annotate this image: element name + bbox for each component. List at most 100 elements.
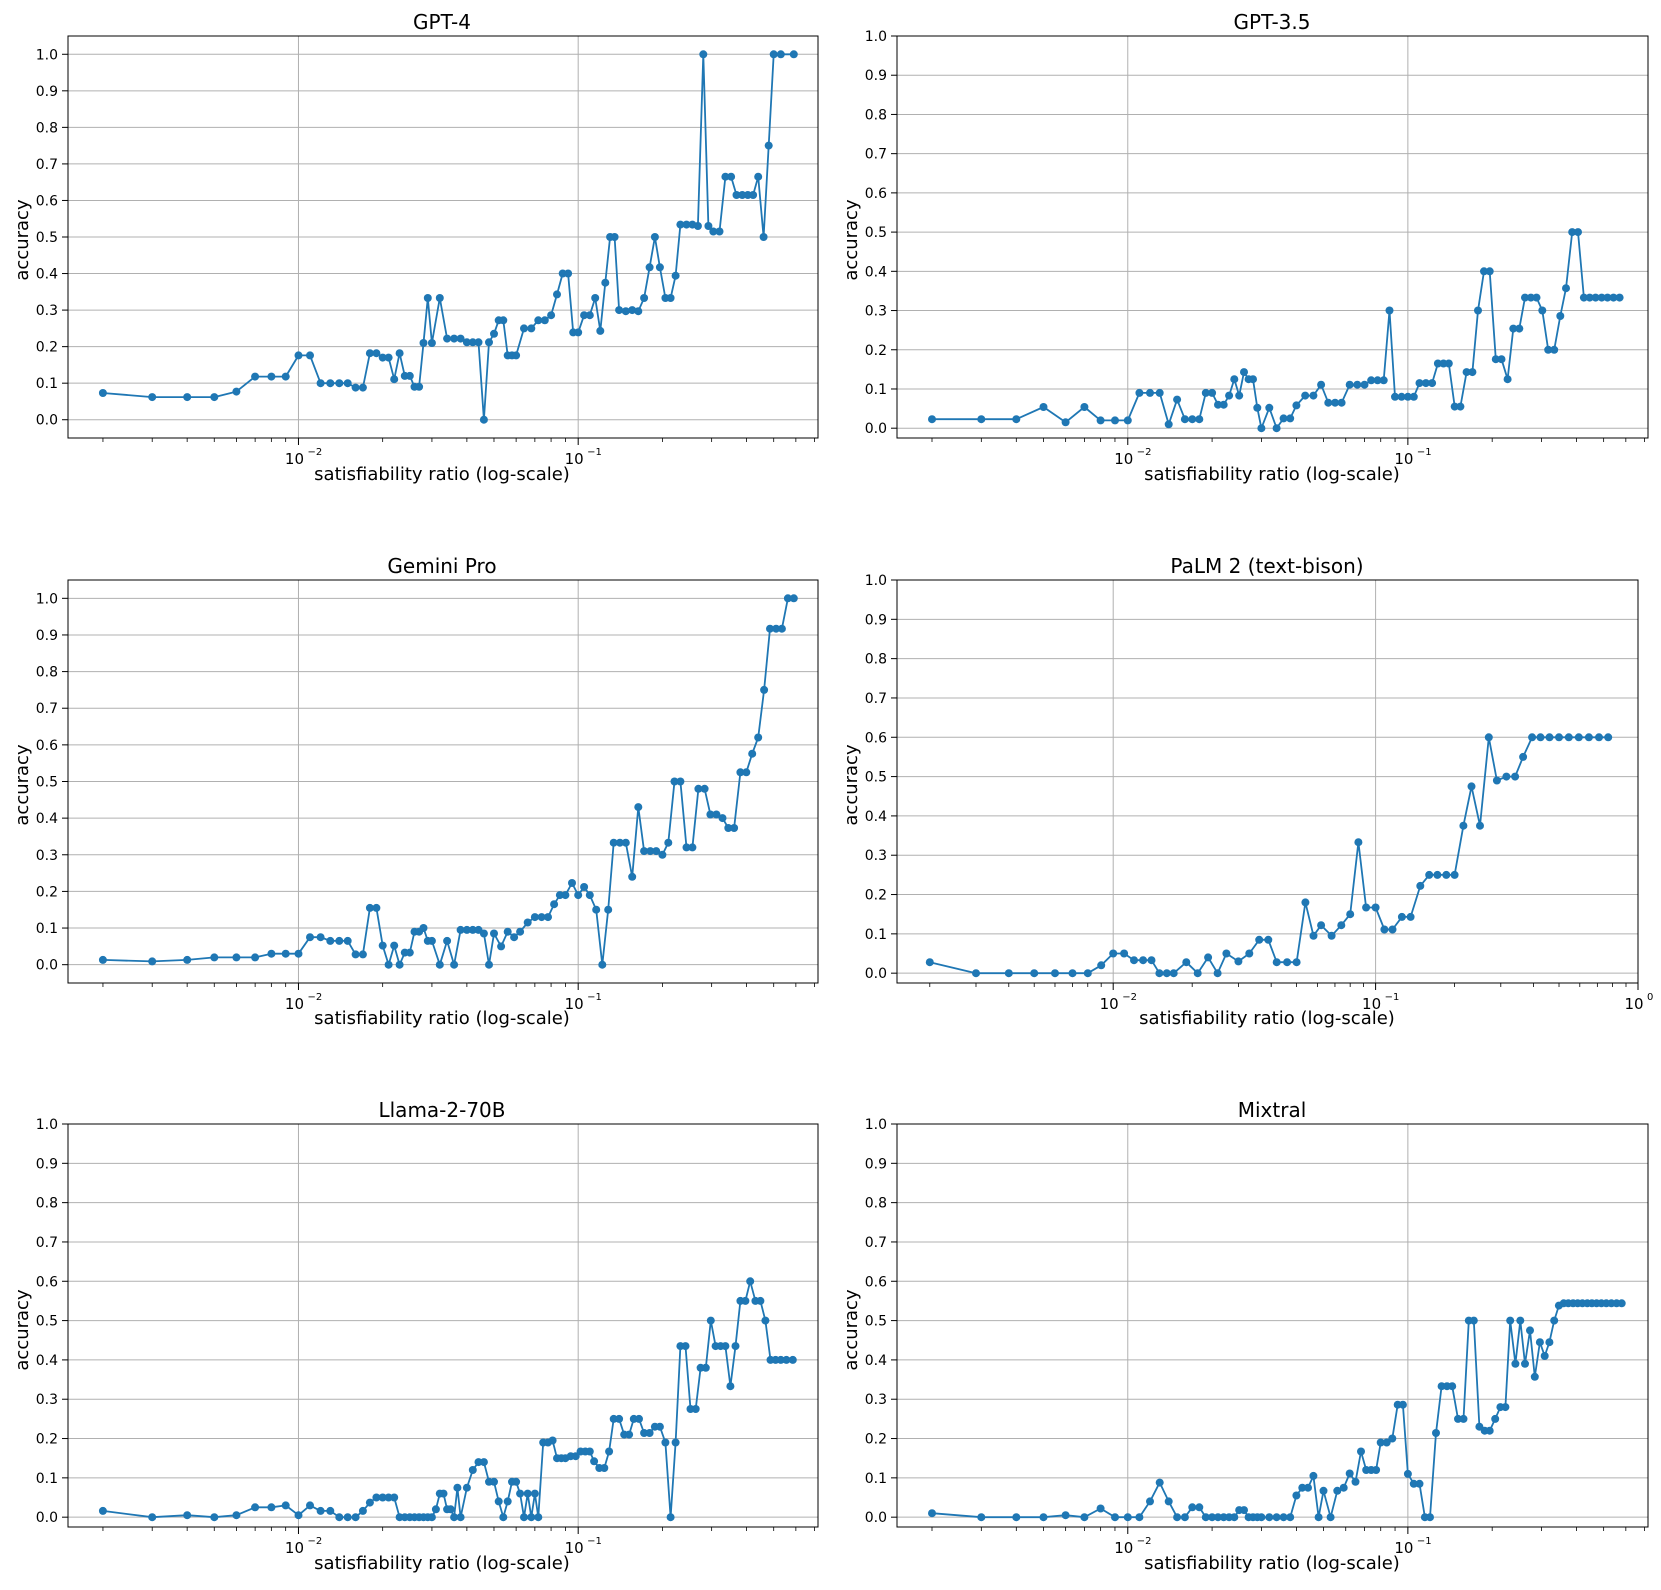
y-tick-label: 0.5 — [865, 1314, 887, 1330]
data-point — [1146, 1497, 1154, 1506]
y-tick-label: 1.0 — [36, 1117, 58, 1133]
data-point — [550, 900, 559, 909]
data-point — [681, 1342, 690, 1351]
y-tick-label: 0.0 — [36, 413, 58, 429]
data-point — [645, 1429, 654, 1437]
data-point — [1314, 1513, 1323, 1522]
data-point — [1193, 969, 1202, 978]
data-point — [1111, 1513, 1119, 1522]
data-point — [742, 768, 751, 777]
data-point — [1459, 1414, 1468, 1423]
data-point — [1379, 376, 1388, 385]
data-point — [267, 949, 276, 958]
data-point — [1617, 1299, 1626, 1308]
data-point — [251, 953, 260, 962]
data-point — [1245, 949, 1254, 958]
data-point — [1173, 1513, 1182, 1522]
data-point — [512, 1477, 521, 1486]
data-point — [699, 50, 708, 59]
data-point — [652, 847, 661, 856]
y-tick-label: 0.6 — [865, 186, 887, 202]
data-point — [1568, 228, 1577, 237]
data-point — [1511, 772, 1520, 781]
data-point — [1319, 1486, 1328, 1495]
data-point — [1609, 293, 1618, 302]
data-point — [760, 685, 769, 694]
data-point — [615, 306, 624, 315]
y-tick-label: 0.8 — [36, 1196, 58, 1212]
y-tick-label: 0.9 — [36, 84, 58, 100]
data-point — [462, 1483, 471, 1492]
data-point — [761, 1316, 770, 1325]
data-point — [1382, 1438, 1391, 1447]
data-point — [585, 311, 594, 320]
data-point — [1301, 391, 1310, 400]
data-point — [1409, 1479, 1418, 1488]
data-point — [530, 913, 539, 922]
data-point — [1373, 376, 1382, 385]
data-point — [251, 1503, 260, 1512]
data-point — [343, 379, 352, 388]
data-point — [510, 933, 519, 942]
data-point — [1208, 388, 1217, 397]
data-point — [232, 387, 241, 396]
data-point — [443, 334, 452, 343]
data-point — [1039, 1513, 1048, 1522]
data-point — [1272, 1513, 1281, 1522]
data-point — [604, 905, 613, 914]
data-point — [148, 957, 157, 966]
y-tick-label: 0.8 — [865, 652, 887, 668]
y-tick-label: 0.0 — [36, 1510, 58, 1526]
data-point — [1135, 388, 1144, 397]
y-tick-label: 1.0 — [865, 573, 887, 589]
data-point — [1425, 870, 1434, 879]
data-point — [527, 1513, 536, 1522]
data-point — [1195, 415, 1204, 424]
data-point — [1061, 418, 1070, 427]
y-tick-label: 0.8 — [865, 107, 887, 123]
data-point — [1376, 1438, 1385, 1447]
chart-title: GPT-3.5 — [1234, 10, 1311, 34]
data-point — [1484, 733, 1493, 742]
data-point — [456, 334, 465, 343]
y-axis-label: accuracy — [841, 199, 862, 281]
data-point — [468, 338, 477, 347]
data-point — [1180, 1513, 1189, 1522]
data-point — [540, 316, 549, 325]
data-point — [326, 379, 335, 388]
data-point — [98, 389, 107, 397]
data-point — [1432, 1429, 1440, 1437]
series-line — [102, 53, 794, 421]
data-point — [1535, 1338, 1544, 1347]
data-point — [691, 1405, 700, 1413]
data-point — [1556, 312, 1565, 320]
data-point — [1030, 969, 1039, 978]
y-tick-label: 0.1 — [36, 376, 58, 392]
data-point — [610, 233, 619, 241]
y-tick-label: 0.3 — [865, 848, 887, 864]
data-point — [384, 353, 393, 362]
data-point — [585, 891, 594, 900]
data-point — [499, 316, 508, 325]
data-point — [724, 824, 733, 832]
data-point — [682, 843, 691, 852]
y-tick-label: 0.8 — [865, 1196, 887, 1212]
data-point — [1584, 733, 1593, 742]
data-point — [456, 925, 465, 934]
y-tick-label: 0.3 — [36, 303, 58, 319]
data-point — [372, 349, 381, 358]
data-point — [1120, 949, 1129, 958]
data-point — [555, 891, 564, 900]
data-point — [210, 953, 219, 962]
data-point — [1155, 969, 1164, 978]
series-line — [931, 1302, 1622, 1519]
data-point — [534, 316, 543, 325]
y-tick-label: 1.0 — [865, 1117, 887, 1133]
data-point — [503, 1497, 512, 1506]
y-tick-label: 0.8 — [36, 665, 58, 681]
data-point — [267, 372, 276, 381]
data-point — [372, 1493, 381, 1502]
y-tick-label: 0.4 — [36, 267, 58, 283]
data-point — [1540, 1352, 1549, 1360]
